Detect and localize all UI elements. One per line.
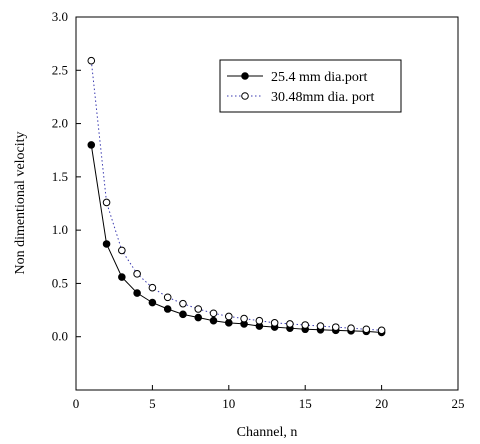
x-tick-label: 15 <box>299 396 312 411</box>
data-point-series-2 <box>362 325 371 334</box>
legend: 25.4 mm dia.port 30.48mm dia. port <box>219 59 402 113</box>
data-point-series-1 <box>87 141 96 149</box>
data-point-series-1 <box>148 298 157 307</box>
data-point-series-1 <box>225 319 233 327</box>
data-point-series-2 <box>255 316 264 325</box>
data-point-series-2 <box>163 293 172 302</box>
x-axis-label: Channel, n <box>237 425 298 440</box>
y-tick-label: 1.0 <box>52 222 68 237</box>
data-point-series-1 <box>194 313 203 322</box>
data-point-series-2 <box>240 314 248 323</box>
data-point-series-2 <box>316 322 325 330</box>
plot-frame <box>75 16 459 391</box>
tick-group: 0 5 10 15 20 25 0.0 0.5 1.0 1.5 2.0 2.5 3.0 <box>52 9 465 411</box>
x-tick-label: 0 <box>73 396 80 411</box>
legend-label-1: 25.4 mm dia.port <box>271 70 368 85</box>
legend-marker-1 <box>241 72 249 80</box>
data-point-series-2 <box>225 312 233 321</box>
data-point-series-2 <box>301 321 310 329</box>
data-point-series-2 <box>87 56 96 65</box>
y-tick-label: 1.5 <box>52 169 68 184</box>
data-point-series-1 <box>163 305 172 313</box>
y-tick-label: 2.0 <box>52 116 68 131</box>
data-point-series-2 <box>179 299 187 308</box>
series-markers <box>87 56 386 337</box>
data-point-series-1 <box>133 289 141 297</box>
y-tick-label: 0.0 <box>52 329 68 344</box>
data-point-series-2 <box>194 305 203 313</box>
legend-marker-2 <box>241 92 249 100</box>
data-point-series-2 <box>148 283 157 292</box>
x-tick-label: 25 <box>452 396 465 411</box>
data-point-series-1 <box>209 316 218 325</box>
y-tick-label: 2.5 <box>52 62 68 77</box>
data-point-series-2 <box>118 246 126 255</box>
data-point-series-2 <box>209 309 218 318</box>
legend-box <box>219 59 402 113</box>
data-point-series-2 <box>347 324 355 332</box>
data-point-series-1 <box>102 240 111 248</box>
data-point-series-2 <box>133 270 141 278</box>
data-point-series-2 <box>377 326 386 335</box>
legend-label-2: 30.48mm dia. port <box>271 90 375 105</box>
data-point-series-2 <box>270 319 279 327</box>
data-point-series-2 <box>102 198 111 207</box>
data-point-series-1 <box>118 273 126 281</box>
x-tick-label: 20 <box>375 396 388 411</box>
x-tick-label: 5 <box>149 396 156 411</box>
data-point-series-2 <box>331 323 340 331</box>
x-tick-label: 10 <box>222 396 235 411</box>
data-point-series-2 <box>286 320 294 328</box>
y-tick-label: 3.0 <box>52 9 68 24</box>
series-line-1 <box>90 144 382 333</box>
y-tick-label: 0.5 <box>52 275 68 290</box>
y-axis-label: Non dimentional velocity <box>13 131 28 274</box>
data-point-series-1 <box>179 310 187 319</box>
